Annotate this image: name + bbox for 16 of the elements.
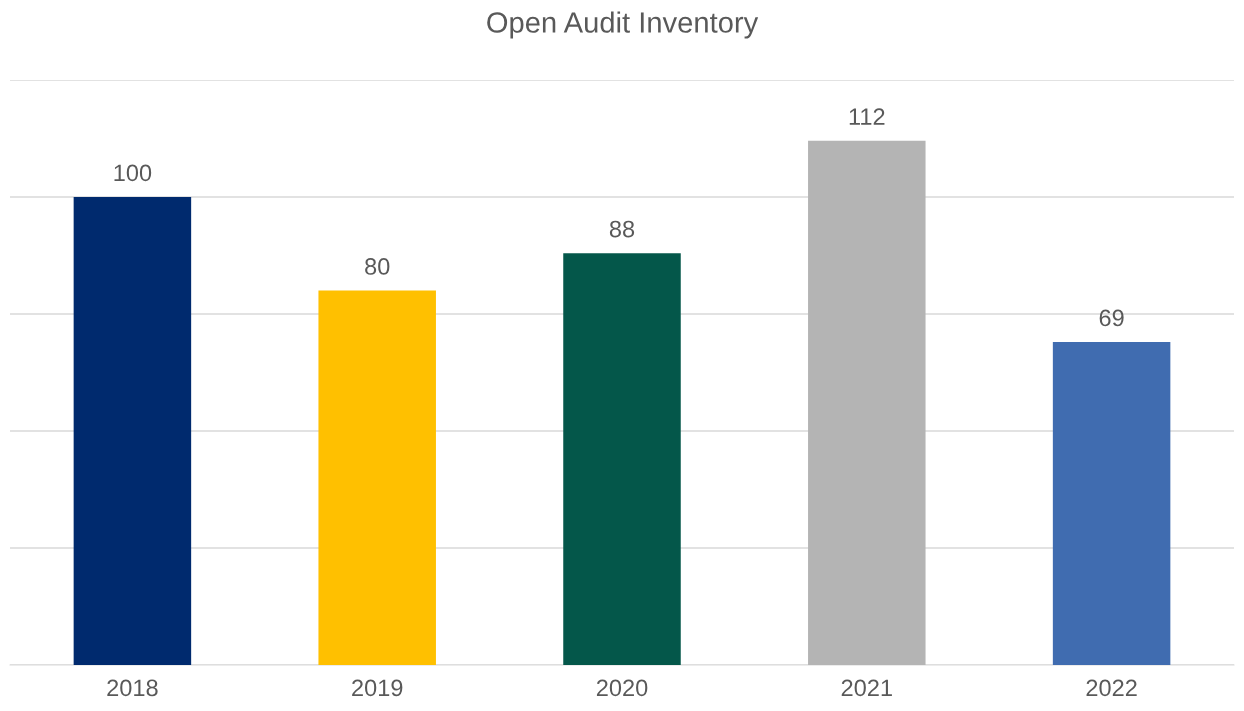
bar (73, 197, 192, 665)
data-label: 69 (1099, 309, 1124, 327)
chart-title: Open Audit Inventory (487, 11, 759, 39)
bar (1052, 342, 1171, 665)
x-tick-label: 2021 (841, 679, 892, 697)
data-label: 80 (365, 258, 390, 275)
data-label: 100 (114, 164, 152, 182)
data-label: 88 (609, 220, 635, 238)
bar (318, 290, 436, 665)
bar (808, 140, 926, 665)
x-tick-label: 2019 (352, 679, 403, 697)
x-tick-label: 2022 (1086, 679, 1137, 697)
data-label: 112 (849, 108, 885, 125)
bar (563, 253, 681, 665)
x-tick-label: 2018 (107, 679, 158, 697)
x-tick-label: 2020 (596, 679, 648, 697)
